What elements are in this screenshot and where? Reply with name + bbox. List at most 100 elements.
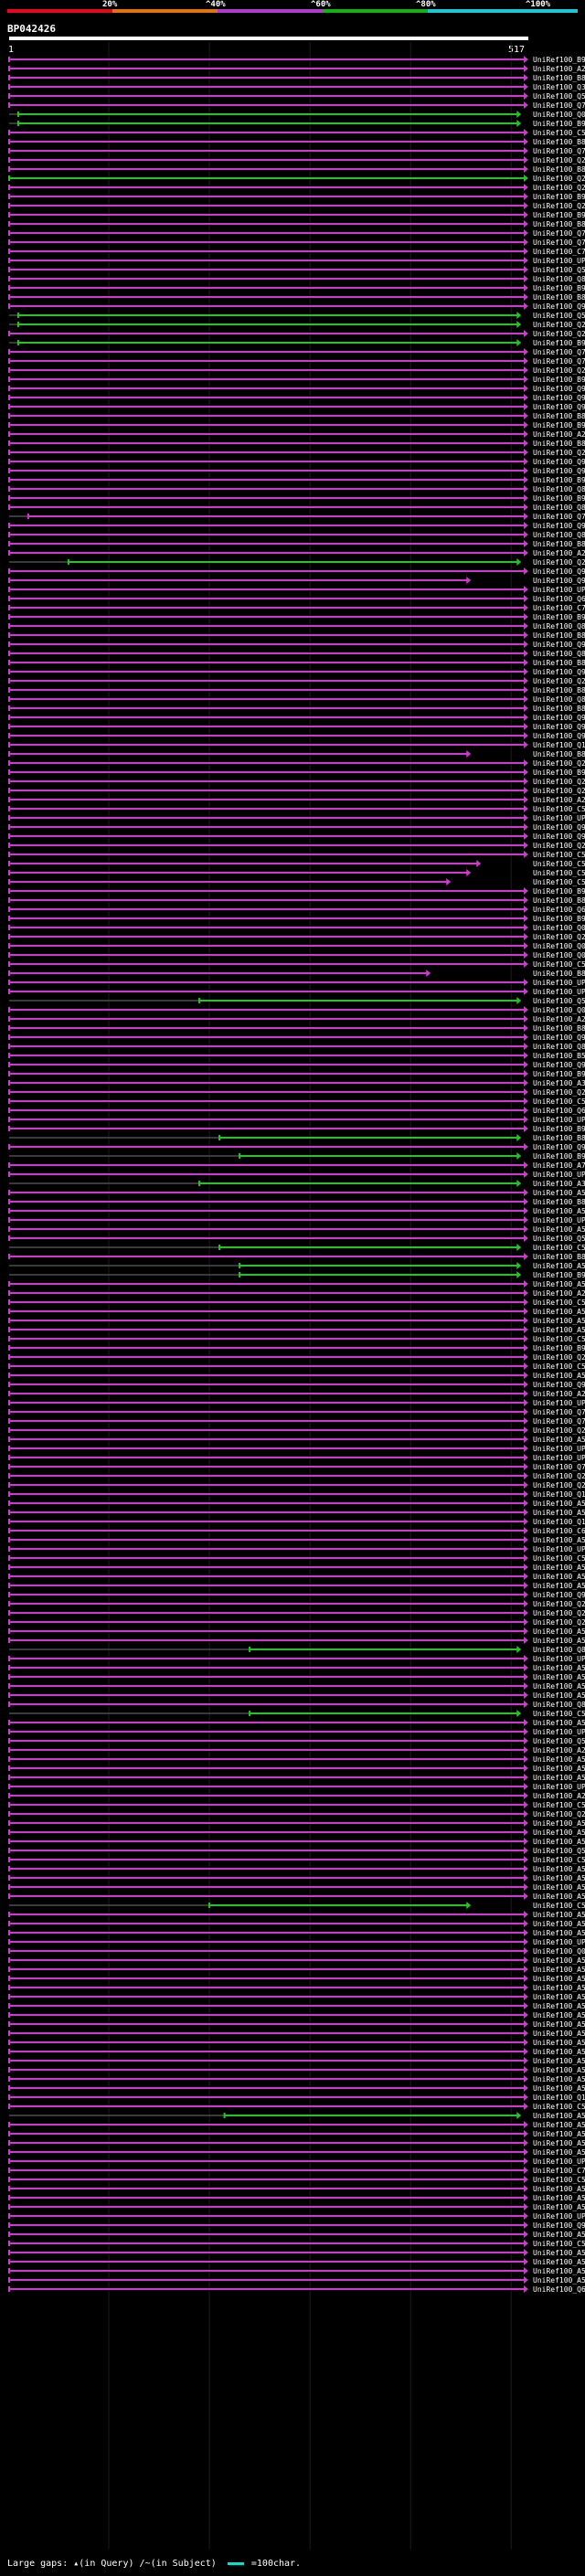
hit-start-tick xyxy=(8,861,10,866)
hit-start-tick xyxy=(8,1829,10,1835)
hit-label: UniRef100_A5AZN9 xyxy=(533,1225,585,1234)
hit-start-tick xyxy=(8,1674,10,1680)
hit-label: UniRef100_C5Z4M4 xyxy=(533,851,585,859)
hit-gap xyxy=(9,1137,220,1139)
hit-start-tick xyxy=(8,376,10,382)
hit-arrow xyxy=(524,1874,528,1882)
hit-start-tick xyxy=(8,1016,10,1022)
hit-arrow xyxy=(524,293,528,301)
hit-start-tick xyxy=(8,1601,10,1606)
hit-arrow xyxy=(524,1198,528,1205)
hit-start-tick xyxy=(8,623,10,629)
hit-label: UniRef100_Q5C697 xyxy=(533,266,585,274)
hit-label: UniRef100_C5XC78 xyxy=(533,1710,585,1718)
hit-arrow xyxy=(524,1344,528,1352)
hit-start-tick xyxy=(8,477,10,482)
hit-label: UniRef100_A2Q4L4 xyxy=(533,1390,585,1398)
hit-arrow xyxy=(524,83,528,90)
hit-start-tick xyxy=(8,906,10,912)
hit-label: UniRef100_Q9ZQM0 xyxy=(533,2221,585,2230)
hit-arrow xyxy=(524,1052,528,1059)
hit-label: UniRef100_A3C019 xyxy=(533,1180,585,1188)
hit-label: UniRef100_A5B5B1 xyxy=(533,1582,585,1590)
hit-label: UniRef100_A5AWH6 xyxy=(533,1682,585,1691)
hit-start-tick xyxy=(8,267,10,272)
hit-label: UniRef100_A5C848 xyxy=(533,1956,585,1965)
hit-start-tick xyxy=(8,1281,10,1287)
hit-start-tick xyxy=(8,1482,10,1488)
hit-arrow xyxy=(524,1737,528,1744)
hit-label: UniRef100_B8BNT6 xyxy=(533,293,585,302)
hit-label: UniRef100_Q2R913 xyxy=(533,321,585,329)
hit-gap xyxy=(9,314,18,316)
hit-start-tick xyxy=(8,687,10,693)
hit-arrow xyxy=(524,376,528,383)
hit-arrow xyxy=(524,1865,528,1872)
hit-start-tick xyxy=(8,2012,10,2018)
hit-arrow xyxy=(524,1755,528,1763)
hit-arrow xyxy=(524,2185,528,2192)
hit-arrow xyxy=(524,613,528,620)
hit-arrow xyxy=(524,1472,528,1479)
hit-arrow xyxy=(516,558,522,566)
hit-label: UniRef100_Q2HG37 xyxy=(533,1600,585,1608)
hit-start-tick xyxy=(8,1254,10,1259)
hit-label: UniRef100_A5B995 xyxy=(533,1308,585,1316)
hit-start-tick xyxy=(8,468,10,473)
hit-start-tick xyxy=(8,843,10,848)
hit-start-tick xyxy=(8,1336,10,1341)
scale-segment-60 xyxy=(218,9,323,13)
hit-start-tick xyxy=(8,952,10,958)
hit-arrow xyxy=(524,2249,528,2256)
hit-start-tick xyxy=(8,742,10,747)
hit-label: UniRef100_UP1000.. xyxy=(533,1655,585,1663)
hit-label: UniRef100_Q2HUJ2 xyxy=(533,1810,585,1818)
hit-start-tick xyxy=(8,139,10,144)
hit-arrow xyxy=(524,531,528,538)
hit-start-tick xyxy=(8,1884,10,1890)
hit-start-tick xyxy=(8,1528,10,1533)
hit-start-tick xyxy=(8,2104,10,2109)
hit-start-tick xyxy=(8,1628,10,1634)
hit-arrow xyxy=(446,878,452,885)
hit-arrow xyxy=(524,522,528,529)
hit-arrow xyxy=(524,430,528,438)
hit-label: UniRef100_Q7F900 xyxy=(533,1417,585,1426)
hit-label: UniRef100_Q10PF4 xyxy=(533,1490,585,1499)
hit-label: UniRef100_A2Y0D6 xyxy=(533,1792,585,1800)
hit-start-tick xyxy=(8,1025,10,1031)
query-start-label: 1 xyxy=(8,45,14,55)
hit-start-tick xyxy=(8,2067,10,2072)
hit-label: UniRef100_C5YPT0 xyxy=(533,1362,585,1371)
hit-arrow xyxy=(524,2176,528,2183)
hit-start-tick xyxy=(8,1839,10,1844)
hit-label: UniRef100_Q9MAS1 xyxy=(533,823,585,832)
hit-arrow xyxy=(524,805,528,812)
hit-arrow xyxy=(524,1216,528,1224)
hit-arrow xyxy=(524,330,528,337)
hit-start-tick xyxy=(8,870,10,875)
hit-gap xyxy=(9,1712,250,1714)
hit-label: UniRef100_Q7S249 xyxy=(533,101,585,110)
scale-label: =100char. xyxy=(250,2559,302,2569)
hit-start-tick xyxy=(8,1665,10,1670)
hit-start-tick xyxy=(8,2094,10,2100)
hit-start-tick xyxy=(8,2158,10,2164)
hit-gap xyxy=(9,2115,225,2116)
hit-arrow xyxy=(524,1024,528,1032)
hit-arrow xyxy=(524,1417,528,1425)
hit-start-tick xyxy=(8,1217,10,1223)
hit-label: UniRef100_B5AZ44 xyxy=(533,1052,585,1060)
hit-start-tick xyxy=(8,258,10,263)
hit-arrow xyxy=(524,832,528,840)
hit-label: UniRef100_A5BQQ9 xyxy=(533,1975,585,1983)
hit-start-tick xyxy=(8,1318,10,1323)
hit-arrow xyxy=(524,1034,528,1041)
hit-arrow xyxy=(524,1682,528,1690)
hit-arrow xyxy=(524,549,528,557)
hit-arrow xyxy=(524,705,528,712)
hit-label: UniRef100_Q9FYK1 xyxy=(533,458,585,466)
hit-arrow xyxy=(524,1774,528,1781)
hit-start-tick xyxy=(218,1135,221,1140)
hit-start-tick xyxy=(8,1811,10,1817)
